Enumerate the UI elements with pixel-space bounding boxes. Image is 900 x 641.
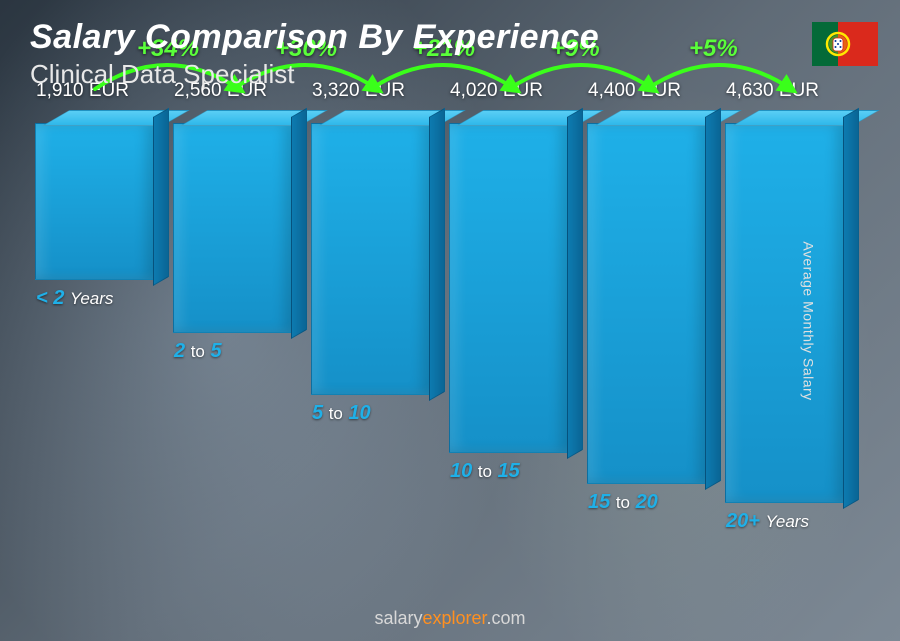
header: Salary Comparison By Experience Clinical… [30, 18, 599, 90]
bar-value-label: 4,630 EUR [726, 80, 819, 102]
bar-value-label: 4,400 EUR [588, 80, 681, 102]
brand-suffix: .com [487, 608, 526, 628]
chart-title: Salary Comparison By Experience [30, 18, 599, 57]
portugal-flag-icon [812, 22, 878, 66]
brand-accent: explorer [422, 608, 486, 628]
chart-subtitle: Clinical Data Specialist [30, 59, 599, 90]
growth-delta-label: +5% [689, 35, 738, 63]
chart-area: 1,910 EUR< 2 Years2,560 EUR2 to 53,320 E… [30, 120, 850, 571]
y-axis-label: Average Monthly Salary [800, 241, 816, 400]
brand-prefix: salary [374, 608, 422, 628]
growth-arcs [30, 120, 850, 571]
footer-attribution: salaryexplorer.com [0, 608, 900, 629]
